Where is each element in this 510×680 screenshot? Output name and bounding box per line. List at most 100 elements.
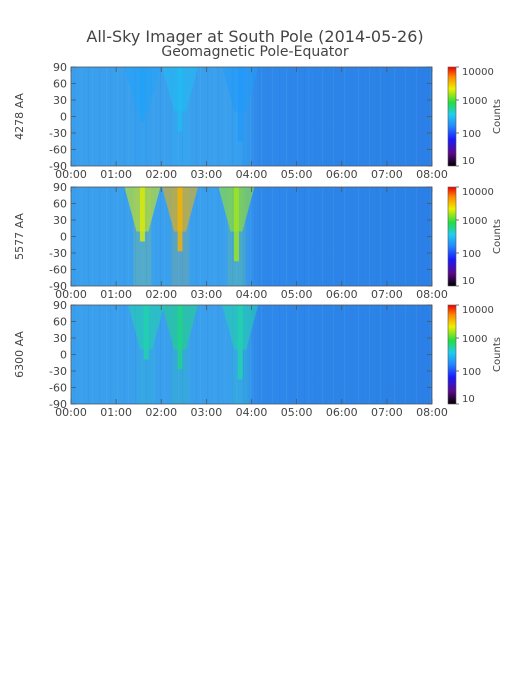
colorbar-tick-label: 100 xyxy=(462,367,481,378)
heatmap-streak xyxy=(286,67,287,166)
colorbar-label: Counts xyxy=(492,337,503,372)
heatmap-streak xyxy=(272,187,273,286)
heatmap-streak xyxy=(380,67,381,166)
heatmap-streak xyxy=(88,67,89,166)
heatmap-streak xyxy=(340,67,341,166)
heatmap-streak xyxy=(153,187,154,286)
heatmap-streak xyxy=(358,67,359,166)
colorbar xyxy=(447,186,457,287)
heatmap-streak xyxy=(106,305,107,404)
heatmap-streak xyxy=(308,305,309,404)
heatmap-streak xyxy=(110,187,111,286)
x-tick-label: 02:00 xyxy=(145,288,177,301)
x-tick-label: 06:00 xyxy=(326,168,358,181)
event-column xyxy=(177,187,183,252)
y-tick-label: -90 xyxy=(49,398,67,411)
heatmap-streak xyxy=(117,305,118,404)
heatmap-streak xyxy=(340,305,341,404)
heatmap-streak xyxy=(344,67,345,166)
x-tick-label: 04:00 xyxy=(236,288,268,301)
heatmap-streak xyxy=(405,67,406,166)
heatmap-streak xyxy=(196,305,197,404)
heatmap-streak xyxy=(358,187,359,286)
y-tick-label: 0 xyxy=(60,349,67,362)
event-glow xyxy=(137,305,156,404)
heatmap-streak xyxy=(225,305,226,404)
event-column xyxy=(139,187,145,242)
heatmap-streak xyxy=(387,187,388,286)
heatmap-streak xyxy=(196,67,197,166)
heatmap-streak xyxy=(297,67,298,166)
heatmap-streak xyxy=(369,187,370,286)
heatmap-streak xyxy=(322,67,323,166)
heatmap-streak xyxy=(243,67,244,166)
x-tick-label: 07:00 xyxy=(371,168,403,181)
heatmap-streak xyxy=(218,187,219,286)
heatmap-streak xyxy=(333,67,334,166)
colorbar-tick-label: 1000 xyxy=(462,334,487,345)
heatmap-streak xyxy=(207,305,208,404)
colorbar xyxy=(447,304,457,405)
event-column xyxy=(177,67,183,132)
heatmap-streak xyxy=(340,187,341,286)
event-glow xyxy=(171,187,190,286)
heatmap-streak xyxy=(398,187,399,286)
heatmap-streak xyxy=(225,67,226,166)
heatmap-streak xyxy=(297,187,298,286)
y-tick-label: 30 xyxy=(53,94,67,107)
heatmap-streak xyxy=(362,67,363,166)
x-tick-label: 08:00 xyxy=(416,406,448,419)
heatmap-streak xyxy=(243,187,244,286)
heatmap-streak xyxy=(218,305,219,404)
x-tick-label: 06:00 xyxy=(326,406,358,419)
heatmap-streak xyxy=(250,67,251,166)
x-tick-label: 03:00 xyxy=(191,168,223,181)
x-tick-label: 00:00 xyxy=(55,406,87,419)
event-column xyxy=(139,67,145,122)
heatmap-streak xyxy=(232,67,233,166)
heatmap-streak xyxy=(225,187,226,286)
heatmap-streak xyxy=(128,305,129,404)
colorbar-tick-label: 10 xyxy=(462,156,475,167)
heatmap-streak xyxy=(261,67,262,166)
x-tick-label: 03:00 xyxy=(191,406,223,419)
x-tick-label: 01:00 xyxy=(100,406,132,419)
heatmap-streak xyxy=(218,67,219,166)
heatmap-streak xyxy=(88,305,89,404)
heatmap-streak xyxy=(232,187,233,286)
heatmap-streak xyxy=(398,305,399,404)
heatmap-streak xyxy=(160,305,161,404)
heatmap-streak xyxy=(117,187,118,286)
heatmap-streak xyxy=(333,187,334,286)
heatmap-streak xyxy=(232,305,233,404)
colorbar-tick-label: 10000 xyxy=(462,305,494,316)
heatmap-streak xyxy=(189,187,190,286)
heatmap-streak xyxy=(189,305,190,404)
heatmap-streak xyxy=(146,187,147,286)
heatmap-streak xyxy=(279,67,280,166)
heatmap-streak xyxy=(142,305,143,404)
heatmap-streak xyxy=(124,305,125,404)
heatmap-streak xyxy=(268,187,269,286)
heatmap-streak xyxy=(81,67,82,166)
heatmap-streak xyxy=(416,305,417,404)
y-tick-label: 60 xyxy=(53,78,67,91)
heatmap-streak xyxy=(207,187,208,286)
event-column xyxy=(233,187,239,262)
heatmap-streak xyxy=(369,305,370,404)
heatmap-streak xyxy=(412,187,413,286)
y-tick-label: 90 xyxy=(53,61,67,74)
heatmap-streak xyxy=(315,67,316,166)
heatmap-streak xyxy=(398,67,399,166)
heatmap-streak xyxy=(369,67,370,166)
heatmap-streak xyxy=(344,305,345,404)
colorbar-tick-label: 10000 xyxy=(462,187,494,198)
y-tick-label: 90 xyxy=(53,299,67,312)
x-tick-label: 07:00 xyxy=(371,406,403,419)
heatmap-streak xyxy=(380,305,381,404)
heatmap-streak xyxy=(376,305,377,404)
y-tick-label: -60 xyxy=(49,382,67,395)
heatmap-streak xyxy=(416,187,417,286)
heatmap-streak xyxy=(207,67,208,166)
x-tick-label: 05:00 xyxy=(281,288,313,301)
